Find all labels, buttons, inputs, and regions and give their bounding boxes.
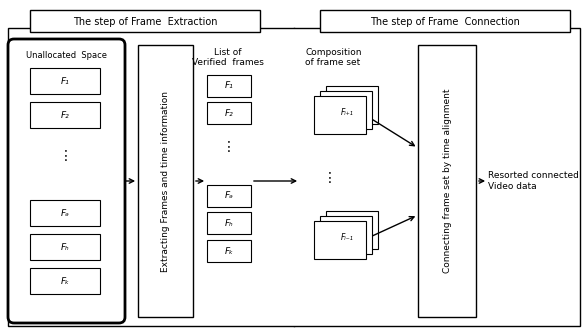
FancyBboxPatch shape [207,240,251,262]
Text: Extracting Frames and time information: Extracting Frames and time information [161,91,169,272]
Text: F₁: F₁ [225,81,233,91]
Text: Resorted connected
Video data: Resorted connected Video data [488,171,579,191]
Text: Connecting frame set by time alignment: Connecting frame set by time alignment [443,89,452,273]
Text: ⋮: ⋮ [222,140,236,154]
FancyBboxPatch shape [30,234,100,260]
Text: ⋮: ⋮ [59,149,73,163]
Text: F₂: F₂ [225,109,233,118]
FancyBboxPatch shape [30,102,100,128]
FancyBboxPatch shape [207,212,251,234]
FancyBboxPatch shape [138,45,193,317]
Text: Fₔ: Fₔ [225,191,233,200]
FancyBboxPatch shape [8,39,125,323]
FancyBboxPatch shape [314,221,366,259]
Text: Fᵢ₊₁: Fᵢ₊₁ [341,108,353,117]
Text: F₂: F₂ [61,111,69,120]
FancyBboxPatch shape [320,216,372,254]
FancyBboxPatch shape [207,185,251,207]
FancyBboxPatch shape [320,10,570,32]
FancyBboxPatch shape [30,10,260,32]
Text: F₁: F₁ [61,76,69,86]
FancyBboxPatch shape [207,75,251,97]
Text: ⋮: ⋮ [323,171,337,185]
Text: Fₖ: Fₖ [61,277,69,286]
Text: The step of Frame  Connection: The step of Frame Connection [370,17,520,27]
FancyBboxPatch shape [314,96,366,134]
FancyBboxPatch shape [326,211,378,249]
FancyBboxPatch shape [30,268,100,294]
FancyBboxPatch shape [30,200,100,226]
Text: Composition
of frame set: Composition of frame set [305,48,362,67]
Text: The step of Frame  Extraction: The step of Frame Extraction [73,17,217,27]
Text: Fₕ: Fₕ [61,242,69,252]
FancyBboxPatch shape [30,68,100,94]
FancyBboxPatch shape [207,102,251,124]
FancyBboxPatch shape [418,45,476,317]
Text: Unallocated  Space: Unallocated Space [25,51,106,60]
Text: Fₖ: Fₖ [225,246,233,256]
Text: Fₔ: Fₔ [61,208,69,217]
Text: List of
Verified  frames: List of Verified frames [192,48,264,67]
Text: Fᵢ₋₁: Fᵢ₋₁ [341,233,353,242]
FancyBboxPatch shape [320,91,372,129]
Text: Fₕ: Fₕ [225,218,233,227]
FancyBboxPatch shape [326,86,378,124]
FancyBboxPatch shape [8,28,580,326]
